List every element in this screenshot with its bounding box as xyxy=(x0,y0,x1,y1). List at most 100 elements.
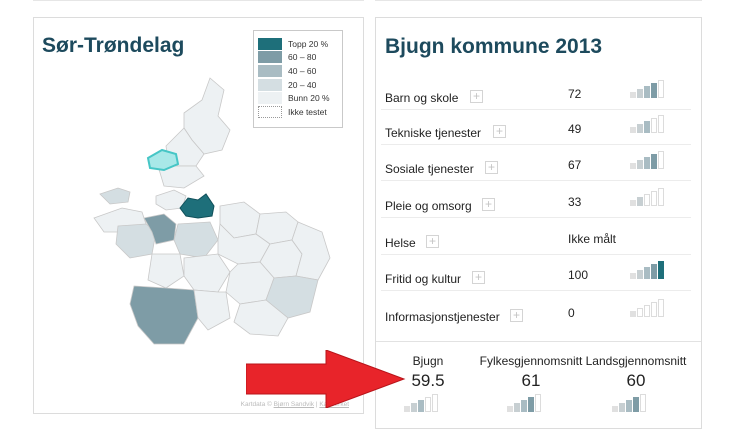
legend-swatch xyxy=(258,92,282,105)
expand-plus-icon[interactable]: + xyxy=(472,271,485,284)
score-bar xyxy=(630,92,636,98)
score-bar xyxy=(513,403,520,412)
legend-item: Topp 20 % xyxy=(258,37,338,51)
score-bar xyxy=(410,403,417,412)
municipality-rennebu[interactable] xyxy=(193,289,231,331)
score-bar xyxy=(632,397,639,412)
category-row[interactable]: Barn og skole + 72 xyxy=(376,73,691,110)
expand-plus-icon[interactable]: + xyxy=(493,125,506,138)
score-bar xyxy=(637,89,643,98)
legend-swatch xyxy=(258,64,282,77)
municipality-meldal[interactable] xyxy=(147,253,185,289)
score-bar xyxy=(651,191,657,206)
score-bars xyxy=(630,299,665,317)
average-label: Fylkesgjennomsnitt xyxy=(479,354,583,368)
legend-label: Bunn 20 % xyxy=(288,93,330,104)
score-bar xyxy=(644,86,650,98)
score-bar xyxy=(637,197,643,206)
score-bars xyxy=(611,394,661,412)
municipality-bjugn[interactable] xyxy=(179,193,215,219)
legend-item: Ikke testet xyxy=(258,105,338,119)
category-label: Pleie og omsorg xyxy=(385,199,472,213)
score-bar xyxy=(658,261,664,279)
score-bar xyxy=(625,400,632,412)
score-bar xyxy=(431,394,438,412)
expand-plus-icon[interactable]: + xyxy=(470,90,483,103)
score-bar xyxy=(637,270,643,279)
municipality-oppdal[interactable] xyxy=(129,285,199,345)
legend-swatch xyxy=(258,51,282,64)
row-divider xyxy=(381,144,691,145)
legend-item: 20 – 40 xyxy=(258,78,338,92)
municipality-melhus[interactable] xyxy=(183,253,231,293)
score-bars xyxy=(630,80,665,98)
score-bar xyxy=(630,273,636,279)
score-bar xyxy=(630,163,636,169)
average-bjugn: Bjugn 59.5 xyxy=(373,354,483,412)
category-row[interactable]: Informasjonstjenester + 0 xyxy=(376,292,691,329)
score-bar xyxy=(644,121,650,133)
map-title: Sør-Trøndelag xyxy=(42,34,185,57)
expand-plus-icon[interactable]: + xyxy=(426,235,439,248)
average-fylke: Fylkesgjennomsnitt 61 xyxy=(476,354,586,412)
red-arrow-icon xyxy=(246,350,406,408)
legend-swatch-dotted xyxy=(258,105,282,118)
municipality-froya[interactable] xyxy=(99,187,131,205)
legend-label: Ikke testet xyxy=(288,106,327,117)
county-map-panel: Sør-Trøndelag Topp 20 % 60 – 80 40 – 60 … xyxy=(33,17,364,414)
score-bar xyxy=(651,302,657,317)
score-bar xyxy=(506,406,513,412)
score-bar xyxy=(637,124,643,133)
score-bars xyxy=(506,394,556,412)
score-bars xyxy=(630,261,665,279)
score-bar xyxy=(534,394,541,412)
score-bars xyxy=(630,188,665,206)
legend-swatch xyxy=(258,37,282,50)
category-value: 72 xyxy=(568,87,582,101)
score-bars xyxy=(630,115,665,133)
category-value: Ikke målt xyxy=(568,232,617,246)
legend-label: 60 – 80 xyxy=(288,52,317,63)
score-bar xyxy=(644,157,650,169)
score-bar xyxy=(630,311,636,317)
average-land: Landsgjennomsnitt 60 xyxy=(581,354,691,412)
category-row[interactable]: Pleie og omsorg + 33 xyxy=(376,181,691,218)
row-divider xyxy=(381,109,691,110)
score-bar xyxy=(644,267,650,279)
municipality-highlighted-island[interactable] xyxy=(146,148,180,172)
category-value: 0 xyxy=(568,306,575,320)
category-row[interactable]: Tekniske tjenester + 49 xyxy=(376,108,691,145)
category-label: Informasjonstjenester xyxy=(385,310,500,324)
credit-prefix: Kartdata © xyxy=(240,401,272,408)
score-bar xyxy=(658,151,664,169)
average-value: 61 xyxy=(521,371,541,390)
row-divider xyxy=(381,217,691,218)
score-bar xyxy=(658,299,664,317)
score-bar xyxy=(417,400,424,412)
score-bar xyxy=(403,406,410,412)
row-divider xyxy=(381,254,691,255)
expand-plus-icon[interactable]: + xyxy=(485,161,498,174)
category-label: Barn og skole xyxy=(385,91,459,105)
category-row[interactable]: Fritid og kultur + 100 xyxy=(376,254,691,291)
score-bar xyxy=(637,160,643,169)
category-row[interactable]: Helse + Ikke målt xyxy=(376,218,691,255)
credit-author-link[interactable]: Bjørn Sandvik xyxy=(273,401,315,408)
expand-plus-icon[interactable]: + xyxy=(482,198,495,211)
legend-label: Topp 20 % xyxy=(288,38,329,49)
expand-plus-icon[interactable]: + xyxy=(510,309,523,322)
municipality-afjord[interactable] xyxy=(157,165,205,189)
municipality-roros[interactable] xyxy=(233,299,289,337)
category-row[interactable]: Sosiale tjenester + 67 xyxy=(376,144,691,181)
legend-item: 60 – 80 xyxy=(258,51,338,65)
legend-label: 20 – 40 xyxy=(288,79,317,90)
score-bar xyxy=(630,127,636,133)
score-bar xyxy=(639,394,646,412)
score-bar xyxy=(527,397,534,412)
legend-swatch xyxy=(258,78,282,91)
kommune-panel: Bjugn kommune 2013 Barn og skole + 72 Te… xyxy=(375,17,702,429)
score-bar xyxy=(618,403,625,412)
municipality-orkdal[interactable] xyxy=(173,221,219,259)
average-value: 60 xyxy=(626,371,646,390)
score-bars xyxy=(403,394,453,412)
